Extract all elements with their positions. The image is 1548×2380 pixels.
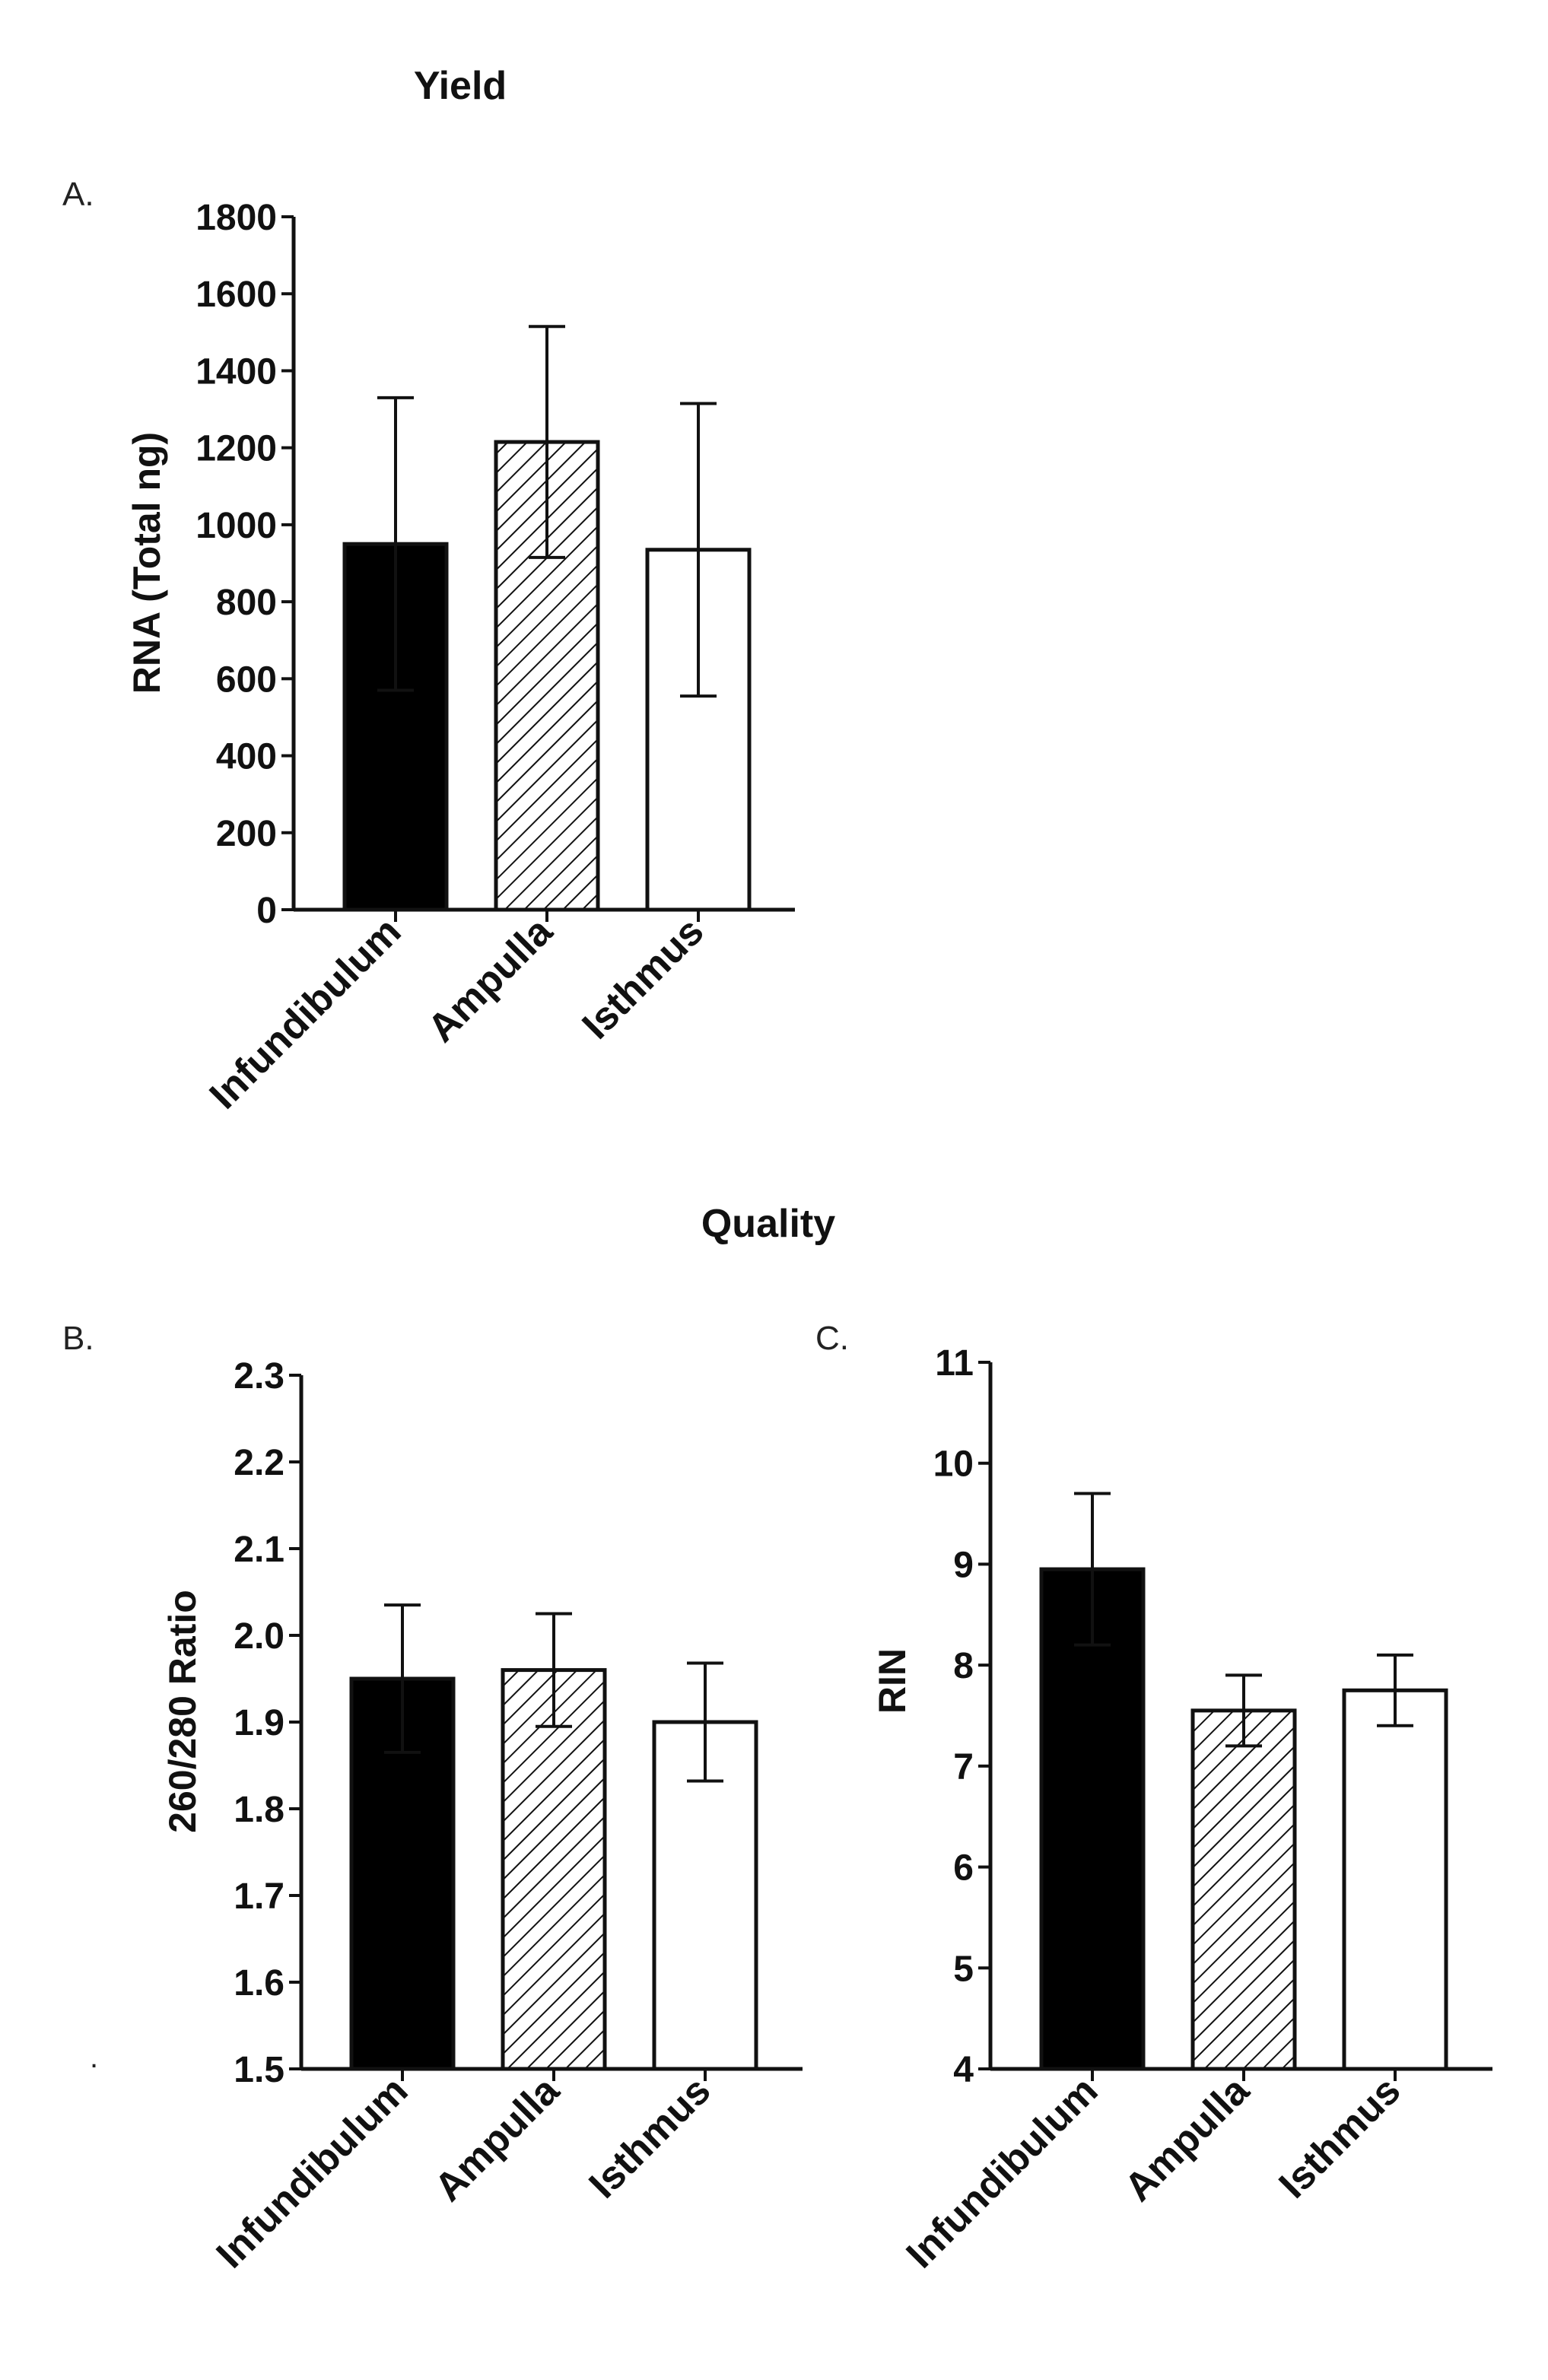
category-label-infundibulum: Infundibulum <box>898 2068 1107 2277</box>
y-tick-label: 7 <box>953 1747 974 1787</box>
y-tick-label: 800 <box>216 583 277 623</box>
category-label-isthmus: Isthmus <box>1270 2068 1409 2207</box>
y-tick-label: 10 <box>933 1444 974 1485</box>
category-label-isthmus: Isthmus <box>580 2068 719 2207</box>
panel-c-chart: C. RIN 4 5 6 7 8 9 10 11 Infundibulum Ampulla Isthmu… <box>815 1320 1492 2277</box>
category-label-ampulla: Ampulla <box>426 2068 568 2210</box>
y-tick-label: 1800 <box>195 198 277 238</box>
y-tick-label: 2.0 <box>234 1616 284 1657</box>
error-bar-isthmus <box>680 402 717 698</box>
y-tick-label: 2.3 <box>234 1356 284 1397</box>
bar-isthmus <box>1342 1688 1448 2071</box>
y-tick-label: 9 <box>953 1545 974 1585</box>
y-tick-label: 0 <box>256 891 277 931</box>
y-tick-label: 200 <box>216 814 277 854</box>
category-label-isthmus: Isthmus <box>574 909 712 1047</box>
error-bar-isthmus <box>1377 1653 1413 1727</box>
stray-mark: . <box>90 2041 98 2074</box>
category-label-ampulla: Ampulla <box>1116 2068 1258 2210</box>
y-tick-label: 1400 <box>195 351 277 392</box>
y-tick-label: 8 <box>953 1646 974 1686</box>
y-tick-label: 6 <box>953 1848 974 1889</box>
panel-letter: B. <box>62 1320 94 1357</box>
y-tick-label: 600 <box>216 659 277 700</box>
yield-section-title: Yield <box>414 64 507 108</box>
y-tick-label: 5 <box>953 1949 974 1989</box>
y-tick-label: 1.7 <box>234 1876 284 1917</box>
y-tick-label: 1.9 <box>234 1703 284 1743</box>
category-label-infundibulum: Infundibulum <box>202 909 410 1117</box>
y-tick-label: 400 <box>216 737 277 777</box>
error-bar-infundibulum <box>377 396 414 692</box>
y-tick-label: 1.8 <box>234 1790 284 1830</box>
category-label-ampulla: Ampulla <box>419 909 561 1051</box>
y-axis-title: 260/280 Ratio <box>161 1590 204 1833</box>
error-bar-infundibulum <box>1074 1492 1111 1647</box>
panel-a-chart: A. RNA (Total ng) 0 200 400 600 800 1000 1200 140… <box>62 176 795 1117</box>
error-bar-ampulla <box>536 1612 572 1728</box>
panel-letter: A. <box>62 176 94 213</box>
y-tick-label: 1600 <box>195 275 277 315</box>
error-bar-isthmus <box>687 1661 723 1783</box>
y-tick-label: 2.2 <box>234 1443 284 1483</box>
y-tick-label: 11 <box>935 1343 974 1384</box>
y-tick-label: 2.1 <box>234 1530 284 1570</box>
bar-ampulla <box>1190 1708 1297 2071</box>
category-label-infundibulum: Infundibulum <box>208 2068 417 2277</box>
y-axis-title: RIN <box>871 1648 914 1714</box>
bar-ampulla <box>501 1668 607 2071</box>
error-bar-ampulla <box>1225 1673 1262 1748</box>
error-bar-infundibulum <box>384 1603 421 1754</box>
y-tick-label: 4 <box>953 2050 974 2090</box>
y-tick-label: 1.6 <box>234 1963 284 2003</box>
quality-section-title: Quality <box>701 1202 835 1246</box>
y-axis-title: RNA (Total ng) <box>126 432 168 694</box>
y-tick-label: 1200 <box>195 429 277 469</box>
y-tick-label: 1000 <box>195 506 277 546</box>
y-tick-label: 1.5 <box>234 2050 284 2090</box>
error-bar-ampulla <box>529 325 565 559</box>
panel-b-chart: B. 260/280 Ratio 1.5 1.6 1.7 1.8 1.9 2.0 2.1 2.2 2… <box>62 1320 803 2277</box>
panel-letter: C. <box>815 1320 849 1357</box>
